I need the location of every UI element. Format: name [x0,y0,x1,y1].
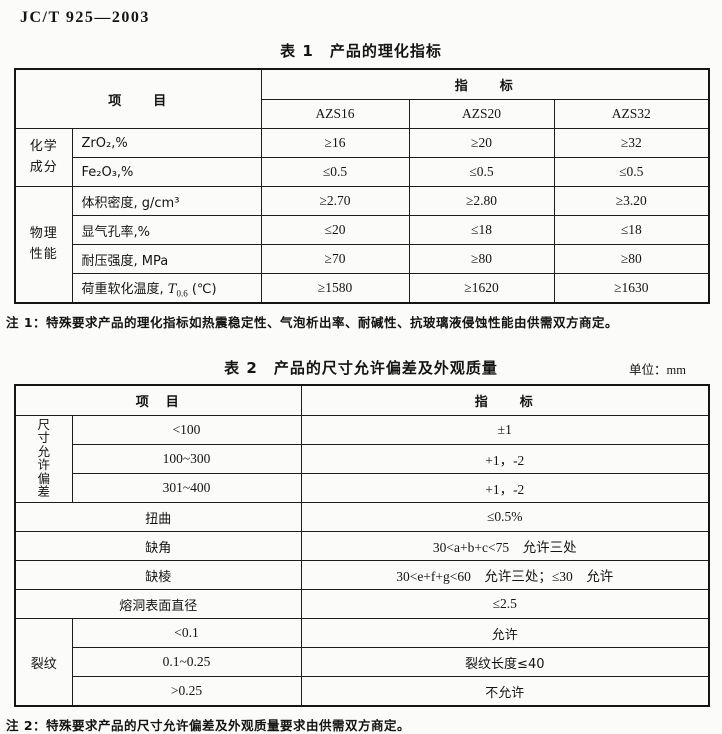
table-row: 化学成分 ZrO₂,% ≥16 ≥20 ≥32 [14,128,710,187]
t1-value: ≥70 [260,244,410,274]
t1-row-label: ZrO₂,% [71,128,262,158]
table2-dimension-appearance: 项 目 指 标 尺寸允许偏差 <100 ±1 100~300 +1，-2 301… [14,384,711,707]
t1-group-chemical-label: 化学成分 [29,139,58,175]
t1-group-physical: 物理性能 [14,186,73,304]
t1-row-label-softening: 荷重软化温度, T0.6 (℃) [71,273,262,304]
t1-value: ≥80 [553,244,710,274]
table-row: >0.25 不允许 [15,676,710,707]
t2-value: ≤2.5 [300,589,710,619]
table-row: 301~400 +1，-2 [15,473,710,503]
table-row: 缺棱 30<e+f+g<60 允许三处；≤30 允许 [14,560,710,590]
t2-row-label: 301~400 [71,473,302,503]
table-row: 荷重软化温度, T0.6 (℃) ≥1580 ≥1620 ≥1630 [15,273,710,304]
table-row: 0.1~0.25 裂纹长度≤40 [15,647,710,677]
t2-row-label-melt-hole: 熔洞表面直径 [14,589,302,619]
t2-row-label-missing-edge: 缺棱 [14,560,302,590]
t2-value: +1，-2 [300,473,710,503]
t1-softening-symbol: T [167,281,177,297]
table-row: 裂纹 <0.1 允许 [14,618,710,707]
t1-row-label: 体积密度, g/cm³ [71,186,262,216]
t1-group-chemical: 化学成分 [14,128,73,187]
t2-value: 30<a+b+c<75 允许三处 [300,531,710,561]
t1-header-indicator: 指 标 [260,68,710,100]
t1-value: ≥2.70 [260,186,410,216]
t1-row-label: 显气孔率,% [71,215,262,245]
t2-row-label: 0.1~0.25 [71,647,302,677]
table-row: 100~300 +1，-2 [15,444,710,474]
table1-note: 注 1：特殊要求产品的理化指标如热震稳定性、气泡析出率、耐碱性、抗玻璃液侵蚀性能… [6,315,619,330]
t2-row-label: <100 [71,415,302,445]
t2-group-dimension-tolerance: 尺寸允许偏差 [14,415,73,503]
table1-physchem-indicators: 项 目 指 标 AZS16 AZS20 AZS32 化学成分 ZrO₂,% ≥1… [14,68,711,304]
t1-row-label: Fe₂O₃,% [71,157,262,187]
t2-value: 30<e+f+g<60 允许三处；≤30 允许 [300,560,710,590]
table-row: 尺寸允许偏差 <100 ±1 [14,415,710,503]
t2-value: 允许 [300,618,710,648]
t1-value: ≤18 [408,215,555,245]
t2-row-label-twist: 扭曲 [14,502,302,532]
t1-header-item: 项 目 [14,68,262,129]
t1-value: ≥80 [408,244,555,274]
t1-grade-azs16: AZS16 [260,99,410,129]
t2-group-dimension-label: 尺寸允许偏差 [37,416,50,500]
table2-title: 表 2 产品的尺寸允许偏差及外观质量 [224,359,498,377]
t1-value: ≥20 [408,128,555,158]
t2-row-label: >0.25 [71,676,302,707]
t1-value: ≥16 [260,128,410,158]
scanned-standard-page: JC/T 925—2003 表 1 产品的理化指标 项 目 指 标 AZS16 … [0,9,722,733]
table2-note: 注 2：特殊要求产品的尺寸允许偏差及外观质量要求由供需双方商定。 [6,718,411,733]
t1-value: ≥1580 [260,273,410,304]
t1-value: ≥3.20 [553,186,710,216]
t1-softening-unit: (℃) [187,281,217,297]
t2-row-label: <0.1 [71,618,302,648]
t1-grade-azs20: AZS20 [408,99,555,129]
t1-value: ≤0.5 [260,157,410,187]
t1-value: ≥1630 [553,273,710,304]
table-row: 物理性能 体积密度, g/cm³ ≥2.70 ≥2.80 ≥3.20 [14,186,710,304]
t1-value: ≥32 [553,128,710,158]
table-row: 项 目 指 标 [14,384,710,416]
table1-title: 表 1 产品的理化指标 [280,42,442,60]
t1-value: ≤20 [260,215,410,245]
t2-value: 裂纹长度≤40 [300,647,710,677]
t1-softening-text: 荷重软化温度, [81,281,168,297]
t1-row-label: 耐压强度, MPa [71,244,262,274]
table-row: Fe₂O₃,% ≤0.5 ≤0.5 ≤0.5 [15,157,710,187]
t1-softening-subscript: 0.6 [176,288,188,299]
table2-heading-row: 表 2 产品的尺寸允许偏差及外观质量 单位：mm [0,357,722,377]
table-row: 熔洞表面直径 ≤2.5 [14,589,710,619]
t2-row-label-missing-corner: 缺角 [14,531,302,561]
t2-header-item: 项 目 [14,384,302,416]
table-row: 缺角 30<a+b+c<75 允许三处 [14,531,710,561]
t1-value: ≥1620 [408,273,555,304]
table-row: 扭曲 ≤0.5% [14,502,710,532]
t2-value: 不允许 [300,676,710,707]
t2-value: ±1 [300,415,710,445]
table-row: AZS16 AZS20 AZS32 [15,99,710,129]
t1-value: ≥2.80 [408,186,555,216]
table2-unit: 单位：mm [629,363,686,377]
t2-value: +1，-2 [300,444,710,474]
t1-value: ≤18 [553,215,710,245]
t1-grade-azs32: AZS32 [553,99,710,129]
t2-row-label: 100~300 [71,444,302,474]
table-row: 显气孔率,% ≤20 ≤18 ≤18 [15,215,710,245]
table-row: 项 目 指 标 [14,68,710,129]
t2-group-crack: 裂纹 [14,618,73,707]
t2-header-indicator: 指 标 [300,384,710,416]
t1-group-physical-label: 物理性能 [29,226,58,262]
table-row: 耐压强度, MPa ≥70 ≥80 ≥80 [15,244,710,274]
t2-value: ≤0.5% [300,502,710,532]
doc-code: JC/T 925—2003 [20,9,150,26]
t1-value: ≤0.5 [408,157,555,187]
t1-value: ≤0.5 [553,157,710,187]
